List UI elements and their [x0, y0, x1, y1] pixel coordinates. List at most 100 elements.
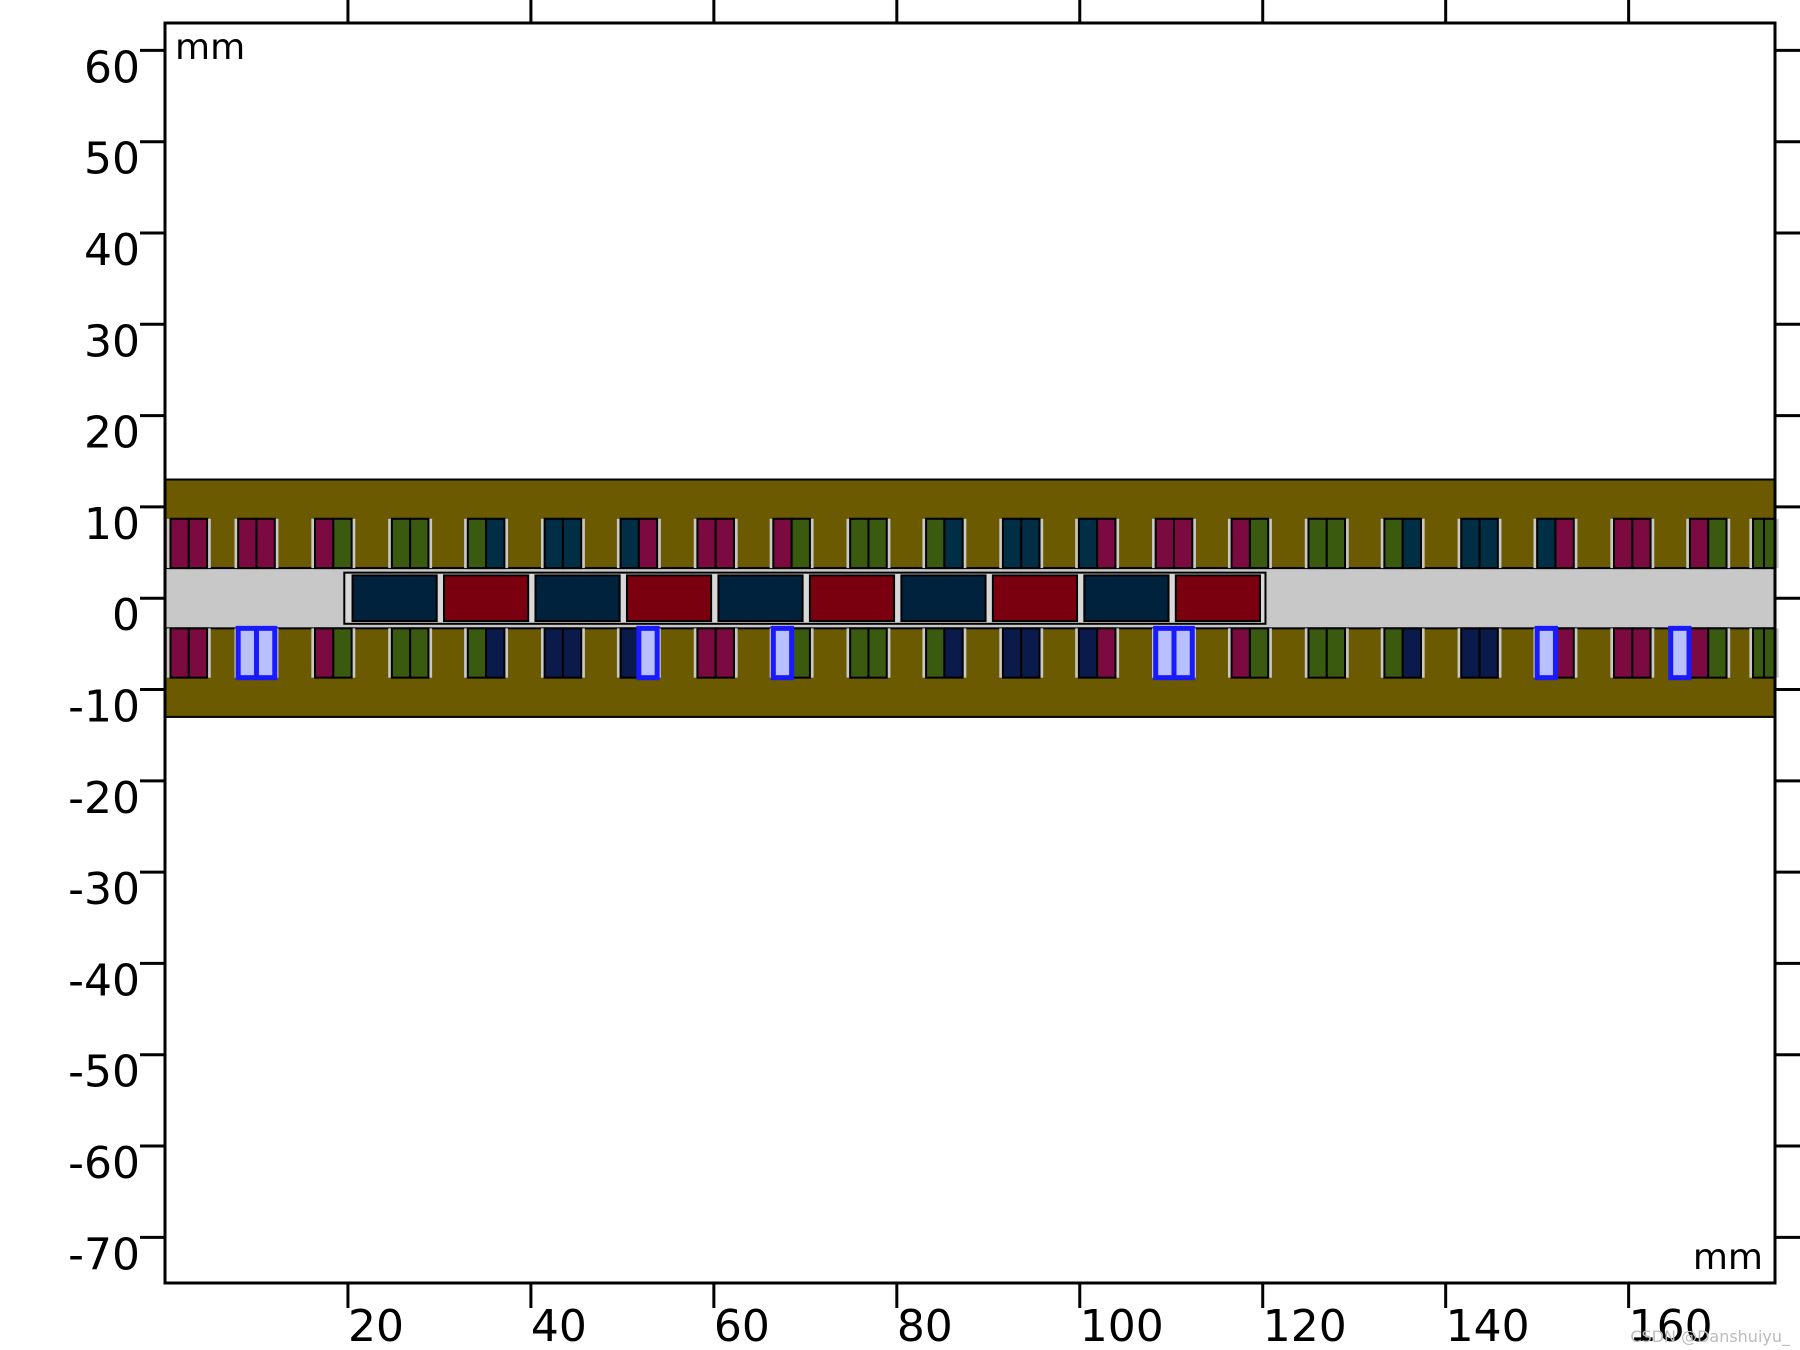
coil-top-16-left [1383, 517, 1404, 570]
coil-top-0-left [169, 517, 190, 570]
coil-top-17-right [1478, 517, 1499, 570]
coil-top-19-right [1631, 517, 1652, 570]
magnet-N-8 [1083, 574, 1170, 623]
magnet-N-0 [351, 574, 438, 623]
coil-top-13-right [1172, 517, 1194, 570]
coil-bottom-20-left [1688, 627, 1710, 679]
coil-top-20-right [1707, 517, 1728, 570]
coil-bottom-21-right [1763, 627, 1776, 679]
coil-bottom-19-right [1631, 627, 1652, 679]
y-tick-label-50: 50 [84, 134, 140, 185]
coil-top-11-right [1020, 517, 1041, 570]
x-tick-label-120: 120 [1263, 1301, 1347, 1350]
coil-bottom-10-right [943, 627, 964, 679]
y-tick-label--30: -30 [68, 864, 140, 915]
coil-bottom-3-right [409, 627, 430, 679]
coil-top-3-right [409, 517, 430, 570]
coil-bottom-19-left [1613, 627, 1634, 679]
coil-top-21-right [1763, 517, 1776, 570]
coil-top-2-left [314, 517, 335, 570]
coil-top-19-left [1613, 517, 1634, 570]
coil-bottom-12-left [1077, 627, 1099, 679]
coil-bottom-15-right [1325, 627, 1347, 679]
selected-domain-4 [1534, 625, 1558, 681]
coil-bottom-5-left [543, 627, 564, 679]
coil-bottom-0-left [169, 627, 190, 679]
coil-bottom-0-right [187, 627, 209, 679]
coil-top-6-right [637, 517, 659, 570]
y-tick-label--10: -10 [68, 682, 140, 733]
coil-top-18-left [1536, 517, 1557, 570]
mover-layer [343, 571, 1267, 625]
magnet-N-2 [534, 574, 621, 623]
y-tick-label-40: 40 [84, 225, 140, 276]
coil-bottom-8-right [790, 627, 811, 679]
coil-top-20-left [1688, 517, 1710, 570]
coil-bottom-15-left [1307, 627, 1328, 679]
coil-top-2-right [332, 517, 353, 570]
coil-bottom-11-left [1001, 627, 1023, 679]
selected-domain-1 [636, 625, 660, 681]
coil-bottom-16-right [1401, 627, 1422, 679]
y-tick-label-20: 20 [84, 408, 140, 459]
plot-frame [163, 21, 1777, 1285]
x-tick-label-60: 60 [714, 1301, 770, 1350]
coil-top-12-left [1077, 517, 1099, 570]
y-tick-label--50: -50 [68, 1047, 140, 1098]
coil-top-0-right [187, 517, 209, 570]
coil-top-1-right [255, 517, 276, 570]
coil-bottom-10-left [925, 627, 946, 679]
coil-top-14-right [1248, 517, 1270, 570]
x-tick-label-40: 40 [531, 1301, 587, 1350]
magnet-S-5 [808, 574, 896, 623]
coil-bottom-2-right [332, 627, 353, 679]
coil-bottom-7-right [714, 627, 735, 679]
x-tick-label-160: 160 [1629, 1301, 1713, 1350]
coil-top-5-right [561, 517, 583, 570]
unit-label-bottom-right: mm [1693, 1237, 1763, 1278]
coil-bottom-16-left [1383, 627, 1404, 679]
selected-domain-2 [770, 625, 795, 681]
coil-bottom-17-right [1478, 627, 1499, 679]
y-tick-label--70: -70 [68, 1229, 140, 1280]
y-tick-label--20: -20 [68, 773, 140, 824]
x-tick-label-80: 80 [897, 1301, 953, 1350]
unit-label-top-left: mm [175, 27, 245, 68]
coil-bottom-3-left [390, 627, 412, 679]
coil-top-8-right [790, 517, 811, 570]
coil-bottom-12-right [1096, 627, 1117, 679]
coil-bottom-20-right [1707, 627, 1728, 679]
y-tick-label-0: 0 [112, 590, 140, 641]
magnet-S-1 [443, 574, 530, 623]
coil-bottom-21-left [1752, 627, 1766, 679]
coil-top-17-left [1460, 517, 1481, 570]
coil-bottom-5-right [561, 627, 583, 679]
coil-bottom-11-right [1020, 627, 1041, 679]
coil-bottom-18-right [1554, 627, 1575, 679]
y-tick-label-30: 30 [84, 316, 140, 367]
coil-top-9-left [849, 517, 870, 570]
y-tick-label-10: 10 [84, 499, 140, 550]
coil-top-4-right [485, 517, 506, 570]
coil-top-4-left [466, 517, 488, 570]
coil-top-8-left [772, 517, 793, 570]
coil-top-7-right [714, 517, 735, 570]
selected-domain-5 [1668, 625, 1692, 681]
selection-layer [235, 625, 1692, 681]
coil-top-12-right [1096, 517, 1117, 570]
coil-bottom-7-left [696, 627, 717, 679]
coil-bottom-17-left [1460, 627, 1481, 679]
coil-top-7-left [696, 517, 717, 570]
coil-top-11-left [1001, 517, 1023, 570]
coil-bottom-9-right [867, 627, 888, 679]
coil-bottom-4-right [485, 627, 506, 679]
x-tick-label-100: 100 [1080, 1301, 1164, 1350]
x-tick-label-140: 140 [1446, 1301, 1530, 1350]
y-tick-label--60: -60 [68, 1138, 140, 1189]
coil-top-13-left [1154, 517, 1175, 570]
y-tick-label--40: -40 [68, 955, 140, 1006]
x-tick-label-20: 20 [348, 1301, 404, 1350]
coil-top-10-right [943, 517, 964, 570]
coil-top-16-right [1401, 517, 1422, 570]
